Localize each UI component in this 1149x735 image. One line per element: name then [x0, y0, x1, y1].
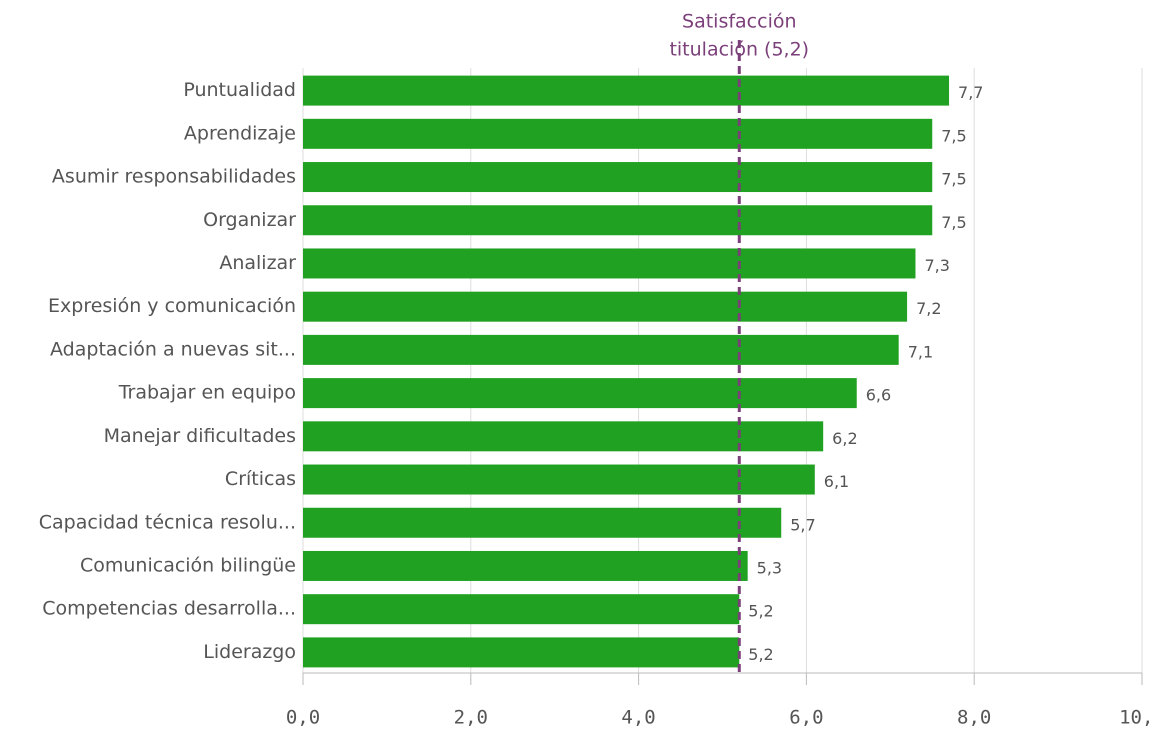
bar: [303, 637, 740, 668]
value-label: 7,1: [908, 342, 933, 361]
bar: [303, 205, 933, 236]
value-label: 6,1: [824, 472, 849, 491]
category-label: Críticas: [225, 468, 296, 490]
reference-label: titulación (5,2): [669, 39, 809, 61]
category-label: Liderazgo: [203, 641, 296, 663]
bar: [303, 464, 815, 495]
bar: [303, 550, 748, 581]
x-tick-label: 4,0: [621, 707, 655, 729]
bar: [303, 75, 950, 106]
bar: [303, 507, 782, 538]
category-label: Trabajar en equipo: [118, 382, 296, 404]
x-tick-label: 8,0: [957, 707, 991, 729]
category-label: Asumir responsabilidades: [52, 166, 296, 188]
value-label: 6,6: [866, 386, 891, 405]
x-tick-label: 10,0: [1119, 707, 1149, 729]
value-label: 5,7: [790, 515, 815, 534]
category-label: Manejar dificultades: [104, 425, 296, 447]
value-label: 7,7: [958, 83, 983, 102]
bar: [303, 291, 908, 322]
bar: [303, 118, 933, 149]
value-label: 7,5: [941, 213, 966, 232]
value-label: 5,2: [748, 645, 773, 664]
category-label: Expresión y comunicación: [48, 295, 296, 317]
value-label: 7,2: [916, 299, 941, 318]
bar: [303, 594, 740, 625]
value-label: 7,3: [924, 256, 949, 275]
reference-label: Satisfacción: [682, 11, 797, 33]
category-label: Comunicación bilingüe: [80, 554, 296, 576]
x-tick-label: 2,0: [454, 707, 488, 729]
bar: [303, 421, 824, 452]
bar: [303, 378, 857, 409]
bar: [303, 248, 916, 279]
x-tick-label: 0,0: [286, 707, 320, 729]
bar: [303, 334, 899, 365]
value-label: 5,2: [748, 602, 773, 621]
category-label: Competencias desarrolla...: [42, 598, 296, 620]
category-label: Analizar: [219, 252, 296, 274]
value-label: 7,5: [941, 170, 966, 189]
bar: [303, 162, 933, 193]
x-tick-label: 6,0: [789, 707, 823, 729]
value-label: 6,2: [832, 429, 857, 448]
value-label: 5,3: [757, 558, 782, 577]
value-label: 7,5: [941, 126, 966, 145]
category-label: Organizar: [203, 209, 296, 231]
category-label: Capacidad técnica resolu...: [39, 511, 296, 533]
category-label: Adaptación a nuevas sit...: [50, 338, 296, 360]
category-label: Puntualidad: [183, 79, 296, 101]
category-label: Aprendizaje: [184, 122, 296, 144]
